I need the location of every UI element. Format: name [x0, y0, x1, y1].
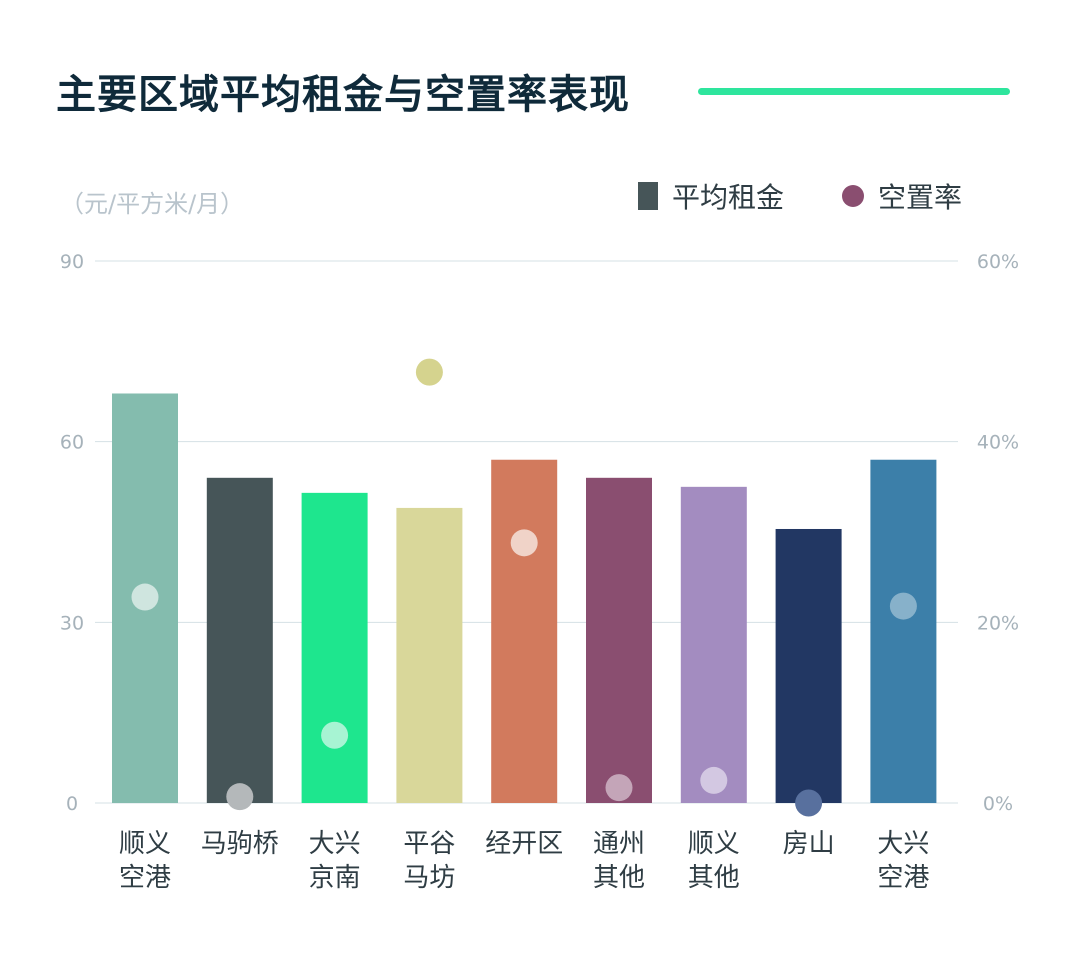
rent-bar: [491, 459, 558, 803]
y-axis-unit-label: （元/平方米/月）: [60, 190, 245, 218]
vacancy-dot: [605, 774, 633, 802]
legend-vacancy-label: 空置率: [878, 181, 963, 214]
rent-bar: [775, 528, 842, 803]
rent-bar: [870, 459, 937, 803]
legend-item-rent: 平均租金: [638, 176, 784, 216]
x-axis-category-label: 经开区: [485, 829, 563, 859]
vacancy-dot: [795, 789, 823, 817]
legend-item-vacancy: 空置率: [842, 176, 962, 216]
vacancy-dot: [510, 529, 538, 557]
y-axis-tick-label: 30: [60, 612, 84, 634]
legend-rent-label: 平均租金: [672, 181, 785, 214]
legend-vacancy-swatch: [842, 185, 864, 207]
x-axis-category-label: 马坊: [403, 863, 455, 893]
x-axis-category-label: 其他: [593, 863, 645, 893]
rent-bar: [301, 492, 368, 803]
x-axis-category-label: 顺义: [688, 829, 740, 859]
x-axis-category-label: 大兴: [309, 829, 361, 859]
vacancy-dot: [889, 592, 917, 620]
rent-bar: [206, 477, 273, 803]
vacancy-dot: [131, 583, 159, 611]
y-axis-tick-label: 0: [66, 793, 78, 815]
y-axis-tick-label: 90: [60, 251, 84, 273]
x-axis-category-label: 空港: [877, 863, 929, 893]
legend-rent-swatch: [638, 182, 658, 210]
y-axis-tick-label: 60: [60, 432, 84, 454]
y2-axis-tick-label: 40%: [977, 432, 1019, 454]
vacancy-dot: [226, 783, 254, 811]
vacancy-dot: [415, 358, 443, 386]
x-axis-category-label: 京南: [309, 863, 361, 893]
x-axis-category-label: 通州: [593, 829, 645, 859]
y2-axis-tick-label: 60%: [977, 251, 1019, 273]
x-axis-category-label: 空港: [119, 863, 171, 893]
x-axis-category-label: 大兴: [877, 829, 929, 859]
vacancy-dot: [321, 721, 349, 749]
vacancy-dot: [700, 766, 728, 794]
y2-axis-tick-label: 20%: [977, 612, 1019, 634]
y2-axis-tick-label: 0%: [983, 793, 1013, 815]
x-axis-category-label: 平谷: [403, 829, 455, 859]
rent-bar: [680, 486, 747, 803]
rent-bar: [396, 507, 463, 803]
x-axis-category-label: 马驹桥: [201, 829, 279, 859]
x-axis-category-label: 其他: [688, 863, 740, 893]
x-axis-category-label: 顺义: [119, 829, 171, 859]
x-axis-category-label: 房山: [783, 829, 835, 859]
title-accent-rule: [698, 88, 1010, 95]
rent-bar: [586, 477, 652, 803]
chart-title: 主要区域平均租金与空置率表现: [56, 72, 630, 118]
